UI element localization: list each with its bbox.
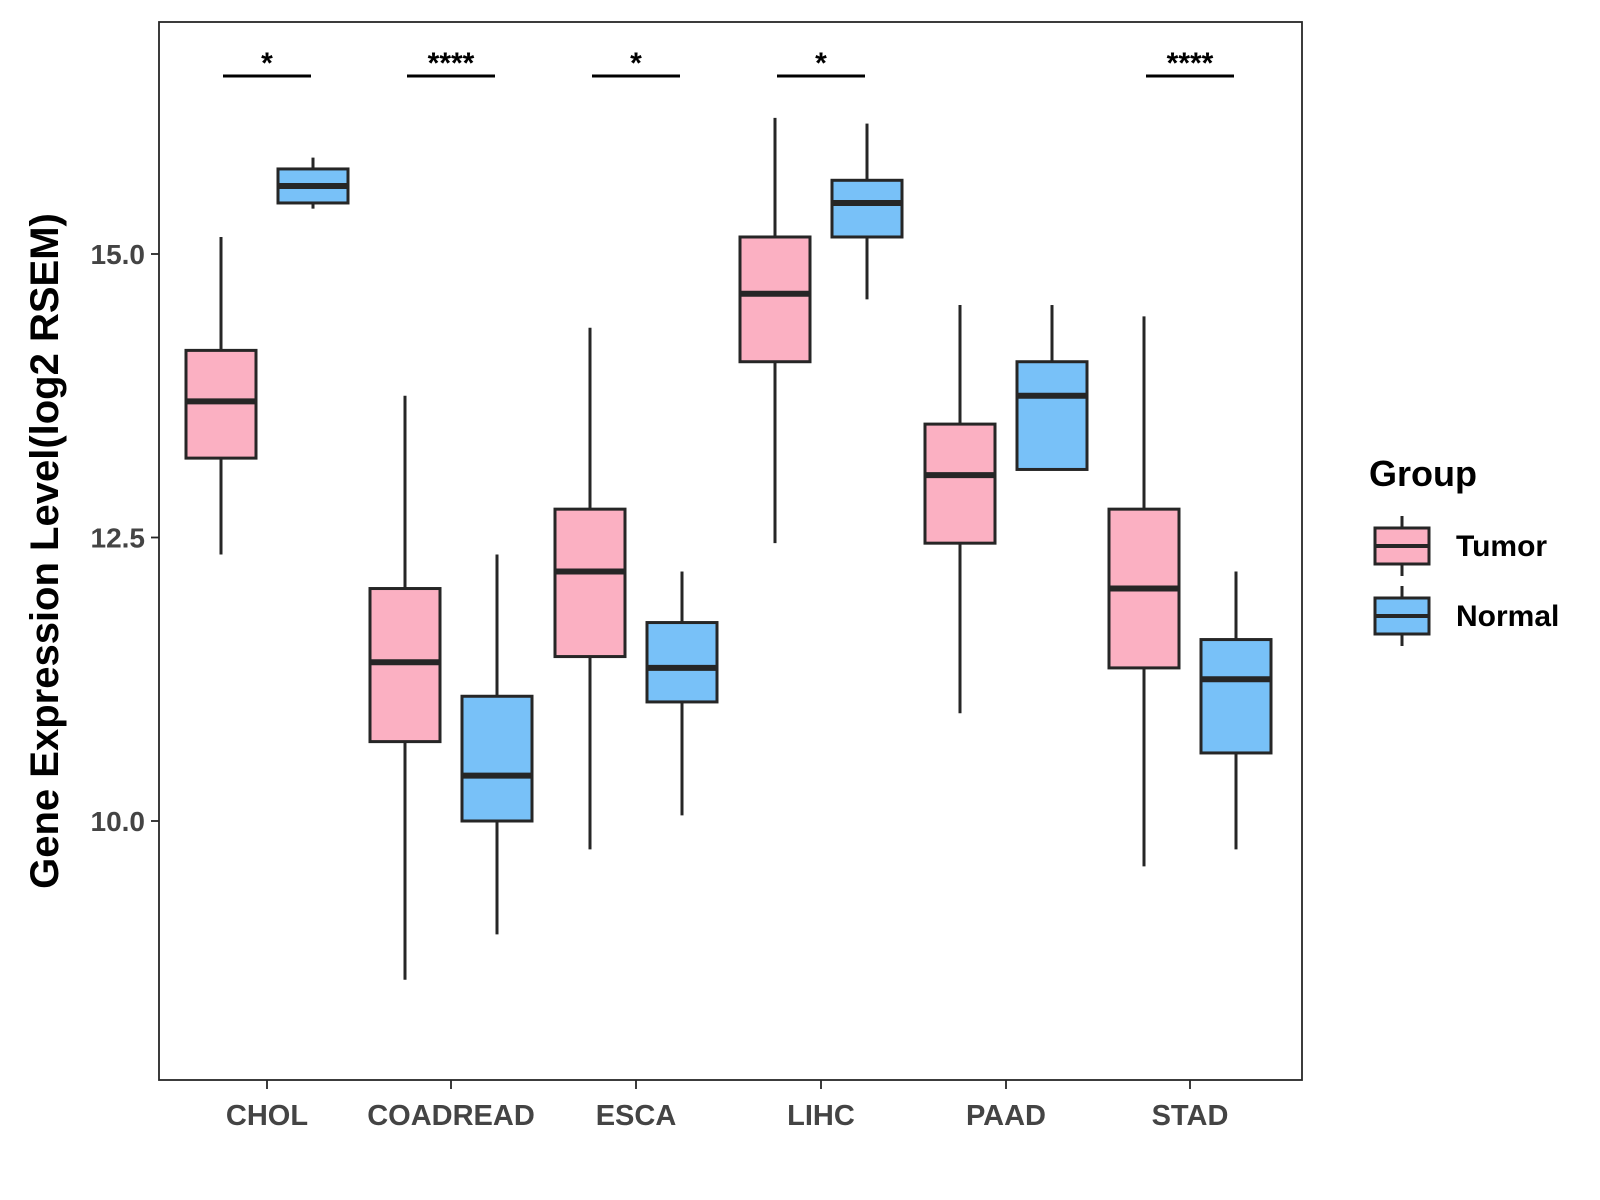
box-group-tumor-paad bbox=[923, 305, 997, 714]
box-group-tumor-esca bbox=[553, 327, 627, 850]
box-iqr bbox=[1015, 360, 1089, 471]
box-iqr bbox=[645, 621, 719, 704]
box-group-normal-esca bbox=[645, 571, 719, 816]
box-group-normal-lihc bbox=[830, 123, 904, 300]
significance-label: * bbox=[261, 47, 273, 80]
box-iqr bbox=[1199, 638, 1273, 755]
axes: 10.0 12.5 15.0 CHOL COADREAD ESCA LIHC PAAD STAD bbox=[91, 239, 1229, 1132]
significance-esca: * bbox=[592, 47, 680, 80]
legend: Group Tumor Normal bbox=[1369, 453, 1559, 646]
plot-area: * **** * * **** bbox=[184, 47, 1273, 980]
y-axis-title: Gene Expression Level(log2 RSEM) bbox=[23, 213, 67, 889]
significance-lihc: * bbox=[777, 47, 865, 80]
box-group-normal-stad bbox=[1199, 571, 1273, 850]
box-iqr bbox=[460, 694, 534, 823]
x-tick-label: STAD bbox=[1152, 1100, 1229, 1132]
box-iqr bbox=[923, 422, 997, 545]
significance-label: **** bbox=[1167, 47, 1214, 80]
legend-entry-normal: Normal bbox=[1373, 586, 1559, 646]
y-tick-label: 12.5 bbox=[91, 523, 146, 554]
significance-chol: * bbox=[223, 47, 311, 80]
legend-label: Normal bbox=[1456, 600, 1559, 633]
box-group-normal-chol bbox=[276, 157, 350, 209]
legend-label: Tumor bbox=[1456, 530, 1547, 563]
box-group-tumor-stad bbox=[1107, 316, 1181, 867]
y-tick-label: 10.0 bbox=[91, 806, 146, 837]
x-tick-label: ESCA bbox=[596, 1100, 677, 1132]
legend-entry-tumor: Tumor bbox=[1373, 516, 1547, 576]
x-tick-label: LIHC bbox=[787, 1100, 855, 1132]
x-tick-label: COADREAD bbox=[367, 1100, 535, 1132]
significance-label: * bbox=[630, 47, 642, 80]
box-group-tumor-coadread bbox=[368, 395, 442, 980]
box-iqr bbox=[553, 507, 627, 659]
box-iqr bbox=[738, 235, 812, 364]
box-group-tumor-lihc bbox=[738, 117, 812, 544]
x-tick-label: CHOL bbox=[226, 1100, 308, 1132]
significance-label: **** bbox=[428, 47, 475, 80]
box-group-normal-paad bbox=[1015, 305, 1089, 471]
box-group-normal-coadread bbox=[460, 554, 534, 935]
x-tick-label: PAAD bbox=[966, 1100, 1046, 1132]
significance-stad: **** bbox=[1146, 47, 1234, 80]
significance-coadread: **** bbox=[407, 47, 495, 80]
box-iqr bbox=[830, 178, 904, 239]
panel-border bbox=[158, 21, 1303, 1081]
legend-title: Group bbox=[1369, 453, 1477, 494]
y-tick-label: 15.0 bbox=[91, 239, 146, 270]
box-group-tumor-chol bbox=[184, 236, 258, 555]
significance-label: * bbox=[815, 47, 827, 80]
